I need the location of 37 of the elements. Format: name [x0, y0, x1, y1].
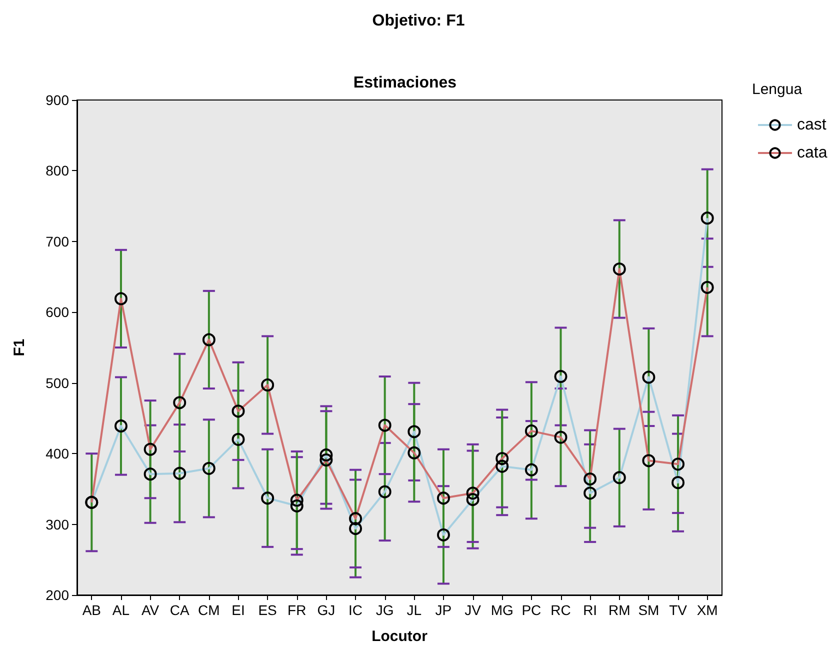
y-tick-label: 900 — [46, 92, 70, 108]
x-tick-label: JL — [406, 602, 422, 618]
x-tick-label: RM — [608, 602, 630, 618]
x-tick-label: JG — [376, 602, 394, 618]
legend-title: Lengua — [752, 81, 803, 98]
y-tick-label: 800 — [46, 162, 70, 179]
x-tick-label: IC — [348, 602, 363, 618]
x-tick-label: AB — [82, 602, 102, 618]
x-tick-label: GJ — [317, 602, 336, 618]
x-tick-label: AL — [112, 602, 130, 618]
legend-label: cata — [797, 144, 828, 162]
x-tick-label: MG — [490, 602, 514, 618]
x-tick-label: SM — [638, 602, 660, 618]
y-tick-label: 500 — [46, 374, 70, 391]
y-tick-label: 700 — [46, 233, 70, 250]
y-tick-label: 400 — [46, 446, 70, 462]
x-tick-label: EI — [232, 602, 245, 618]
x-axis-title: Locutor — [372, 628, 428, 645]
x-tick-label: JP — [435, 602, 452, 618]
x-tick-label: FR — [288, 602, 306, 618]
x-tick-label: PC — [522, 602, 542, 618]
x-tick-label: CA — [170, 602, 190, 618]
y-tick-label: 200 — [46, 587, 70, 603]
x-tick-label: ES — [258, 602, 277, 618]
chart-subtitle: Estimaciones — [353, 74, 457, 92]
x-tick-label: JV — [464, 602, 482, 618]
x-tick-label: AV — [141, 602, 160, 618]
y-tick-label: 300 — [46, 516, 70, 532]
legend-label: cast — [797, 116, 827, 134]
x-tick-label: XM — [696, 602, 718, 618]
x-tick-label: RI — [583, 602, 598, 618]
y-axis-title: F1 — [11, 338, 28, 356]
x-tick-label: TV — [669, 602, 688, 618]
x-tick-label: RC — [550, 602, 571, 618]
y-tick-label: 600 — [46, 304, 70, 320]
x-tick-label: CM — [198, 602, 220, 618]
chart-title: Objetivo: F1 — [372, 12, 465, 30]
